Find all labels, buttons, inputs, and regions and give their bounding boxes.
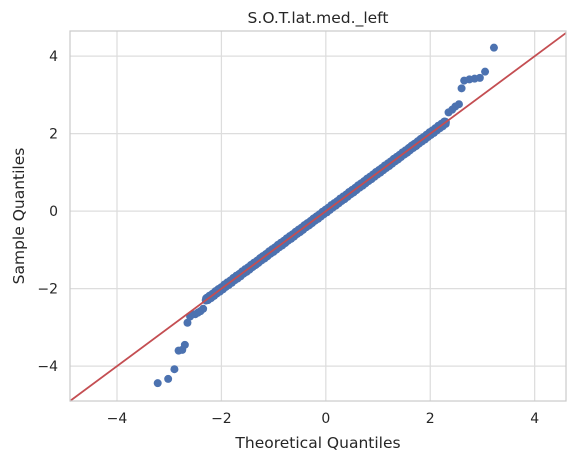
reference-line xyxy=(69,32,567,402)
plot-frame xyxy=(69,30,567,402)
y-tick-label: −2 xyxy=(37,282,58,298)
data-point xyxy=(164,374,173,383)
data-point xyxy=(183,318,192,327)
y-tick-label: 2 xyxy=(49,127,58,143)
y-axis-label: Sample Quantiles xyxy=(10,148,28,285)
data-point xyxy=(199,304,208,313)
data-point xyxy=(475,73,484,82)
data-point xyxy=(170,365,179,374)
data-point xyxy=(457,84,466,93)
y-tick-label: 4 xyxy=(49,49,58,65)
x-tick-label: −2 xyxy=(211,411,232,427)
x-tick-label: 0 xyxy=(321,411,330,427)
x-tick-label: 4 xyxy=(530,411,539,427)
plot-area xyxy=(69,30,567,402)
x-tick-label: −4 xyxy=(107,411,128,427)
data-point xyxy=(481,67,490,76)
data-point xyxy=(489,43,498,52)
data-point xyxy=(153,379,162,388)
y-tick-labels: −4 −2 0 2 4 xyxy=(37,49,58,375)
x-tick-label: 2 xyxy=(426,411,435,427)
y-tick-label: 0 xyxy=(49,204,58,220)
data-point xyxy=(180,340,189,349)
x-axis-label: Theoretical Quantiles xyxy=(234,434,400,452)
chart-title: S.O.T.lat.med._left xyxy=(248,9,389,28)
x-tick-labels: −4 −2 0 2 4 xyxy=(107,411,540,427)
data-point xyxy=(454,100,463,109)
y-tick-label: −4 xyxy=(37,359,58,375)
